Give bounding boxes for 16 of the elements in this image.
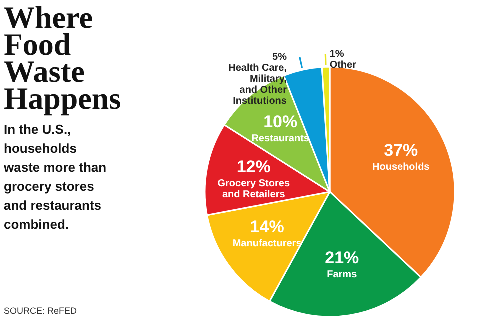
text: In the U.S., households waste more than grocery stores and restaurants combined. (3, 122, 107, 232)
source-note: SOURCE: ReFED (4, 306, 78, 316)
data-label: 12% (236, 157, 271, 176)
slice-label: Households (372, 162, 430, 174)
data-label: 21% (325, 248, 360, 268)
legend-label: Other (330, 60, 357, 72)
data-label: 37% (384, 141, 418, 160)
slice-label: Grocery Stores and Retailers (218, 178, 290, 200)
slice-label: Farms (327, 270, 358, 281)
data-label: 5% (272, 52, 288, 64)
slice-label: Restaurants (252, 133, 310, 144)
chart-title: Where Food Waste Happens (4, 0, 122, 116)
data-label: 1% (330, 49, 344, 60)
slice-label: Manufacturers (232, 238, 302, 250)
data-label: 10% (264, 112, 298, 132)
data-label: 14% (250, 218, 284, 237)
